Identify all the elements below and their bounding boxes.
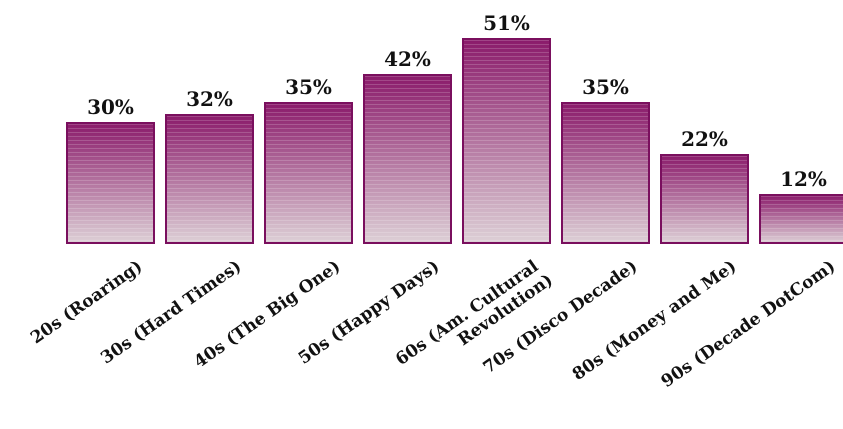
value-label-1: 32% bbox=[186, 87, 233, 111]
value-label-5: 35% bbox=[582, 75, 629, 99]
bar-stripes-6 bbox=[662, 156, 747, 242]
category-labels-group: 20s (Roaring)30s (Hard Times)40s (The Bi… bbox=[27, 256, 840, 392]
bar-stripes-4 bbox=[464, 40, 549, 242]
value-label-6: 22% bbox=[681, 127, 728, 151]
bar-stripes-2 bbox=[266, 104, 351, 242]
value-label-7: 12% bbox=[780, 167, 827, 191]
value-label-3: 42% bbox=[384, 47, 431, 71]
bar-stripes-0 bbox=[68, 124, 153, 242]
bar-stripes-3 bbox=[365, 76, 450, 242]
category-label-6: 80s (Money and Me) bbox=[569, 256, 740, 384]
value-label-0: 30% bbox=[87, 95, 134, 119]
category-label-line-6-0: 80s (Money and Me) bbox=[569, 256, 740, 384]
category-label-line-7-0: 90s (Decade DotCom) bbox=[658, 256, 840, 391]
bar-stripes-5 bbox=[563, 104, 648, 242]
bar-stripes-1 bbox=[167, 116, 252, 242]
value-label-2: 35% bbox=[285, 75, 332, 99]
value-labels-group: 30% 32% 35% 42% 51% 35% 22% 12% bbox=[87, 11, 827, 191]
bars-group bbox=[66, 38, 843, 244]
value-label-4: 51% bbox=[483, 11, 530, 35]
category-label-7: 90s (Decade DotCom) bbox=[658, 256, 840, 391]
bar-stripes-7 bbox=[761, 196, 843, 242]
